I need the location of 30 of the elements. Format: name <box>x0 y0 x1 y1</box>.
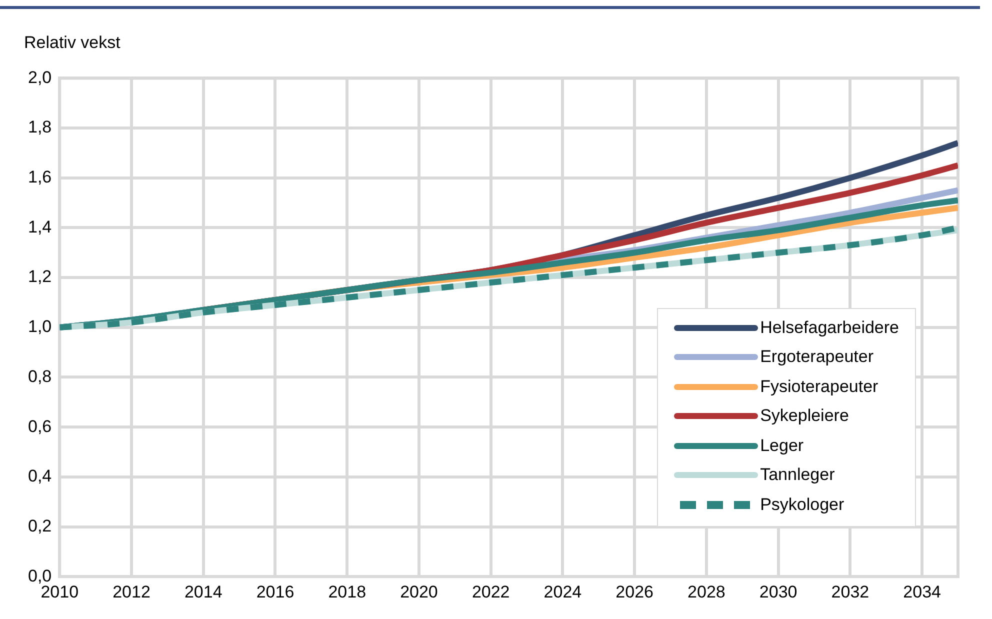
y-tick-label: 0,8 <box>28 366 52 386</box>
x-tick-label: 2028 <box>688 582 726 602</box>
y-tick-label: 1,4 <box>28 217 52 236</box>
y-axis-title: Relativ vekst <box>24 33 120 53</box>
x-tick-label: 2012 <box>112 582 150 602</box>
legend-label: Psykologer <box>760 494 844 515</box>
x-tick-label: 2024 <box>544 582 582 602</box>
x-tick-label: 2014 <box>184 582 222 602</box>
x-tick-label: 2018 <box>328 582 366 602</box>
x-tick-label: 2022 <box>472 582 510 602</box>
y-tick-label: 0,4 <box>28 466 52 486</box>
y-tick-label: 1,6 <box>28 168 52 187</box>
legend-label: Fysioterapeuter <box>760 376 878 397</box>
y-tick-label: 2,0 <box>28 68 52 87</box>
x-tick-label: 2016 <box>256 582 294 602</box>
legend-label: Helsefagarbeidere <box>760 318 899 338</box>
y-tick-label: 0,6 <box>28 416 52 436</box>
x-tick-label: 2034 <box>903 582 941 602</box>
y-tick-label: 1,0 <box>28 317 52 336</box>
x-tick-label: 2030 <box>759 582 798 602</box>
x-tick-label: 2020 <box>400 582 438 602</box>
legend-label: Ergoterapeuter <box>760 347 874 368</box>
legend-label: Leger <box>760 436 804 456</box>
x-tick-label: 2026 <box>616 582 654 602</box>
legend-label: Sykepleiere <box>760 406 849 426</box>
y-tick-label: 1,2 <box>28 267 52 286</box>
y-tick-label: 0,2 <box>28 516 52 536</box>
y-tick-label: 1,8 <box>28 118 52 137</box>
legend-label: Tannleger <box>760 465 835 486</box>
x-tick-label: 2032 <box>831 582 870 602</box>
